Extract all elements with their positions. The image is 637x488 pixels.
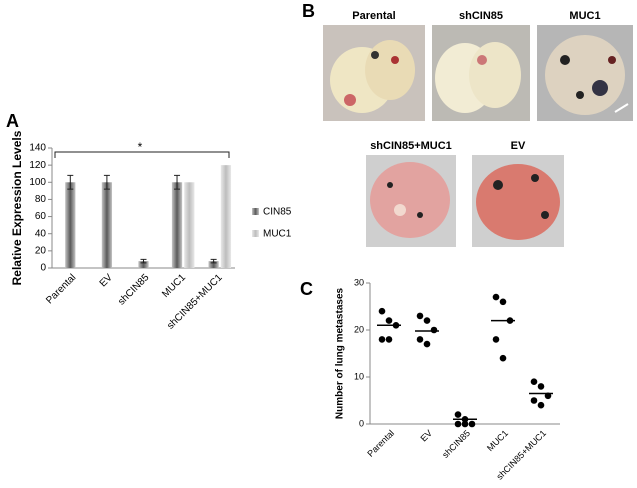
- photos: [323, 25, 633, 247]
- error-bar: [140, 258, 147, 264]
- y-tick-label: 40: [35, 228, 47, 239]
- bar: [220, 165, 232, 268]
- y-tick-label: 120: [29, 160, 46, 171]
- data-point: [492, 336, 500, 343]
- data-point: [530, 397, 538, 404]
- data-point: [499, 354, 507, 362]
- y-tick-label: 0: [40, 263, 46, 274]
- y-tick-label: 100: [29, 177, 46, 188]
- data-point: [416, 312, 424, 320]
- error-bar: [103, 174, 110, 190]
- data-point: [454, 411, 462, 418]
- y-tick-label: 0: [359, 418, 364, 428]
- data-point: [530, 378, 538, 386]
- bar: [138, 261, 149, 268]
- data-point: [468, 420, 476, 428]
- data-point: [499, 298, 507, 306]
- x-tick-label: shCIN85: [440, 428, 472, 460]
- bar: [184, 182, 195, 268]
- y-tick-label: 20: [354, 324, 364, 334]
- photo-caption: EV: [511, 140, 526, 152]
- photo-caption: shCIN85: [459, 10, 503, 22]
- y-tick-label: 10: [354, 371, 364, 381]
- error-bar: [174, 174, 181, 190]
- y-axis-label: Number of lung metastases: [335, 287, 346, 419]
- bar: [101, 182, 113, 268]
- y-axis-label: Relative Expression Levels: [10, 130, 24, 285]
- data-point: [423, 340, 431, 348]
- data-point: [461, 420, 469, 428]
- data-point: [378, 336, 386, 343]
- photo-caption: MUC1: [569, 10, 600, 22]
- data-point: [378, 307, 386, 315]
- legend-label: CIN85: [263, 207, 292, 218]
- data-point: [537, 401, 545, 409]
- bar: [171, 182, 183, 268]
- data-point: [537, 383, 545, 390]
- data-point: [454, 420, 462, 428]
- data-point: [423, 317, 431, 324]
- x-tick-label: Parental: [44, 272, 78, 306]
- y-tick-label: 30: [354, 277, 364, 287]
- x-tick-label: shCIN85: [116, 272, 152, 308]
- data-point: [416, 336, 424, 343]
- x-tick-label: Parental: [365, 428, 396, 459]
- significance-bracket: [54, 151, 230, 158]
- legend-swatch: [252, 208, 259, 215]
- panel-label: A: [6, 111, 19, 131]
- bar: [65, 182, 76, 268]
- photo-caption: Parental: [352, 10, 395, 22]
- x-tick-label: EV: [98, 272, 115, 289]
- x-tick-label: MUC1: [160, 272, 188, 300]
- data-point: [430, 326, 438, 334]
- y-tick-label: 60: [35, 211, 47, 222]
- panel-label: C: [300, 279, 313, 299]
- annotation: *: [138, 140, 143, 154]
- data-point: [385, 317, 393, 324]
- error-bar: [67, 174, 74, 190]
- legend-label: MUC1: [263, 229, 292, 240]
- x-tick-label: EV: [419, 428, 435, 444]
- y-tick-label: 140: [29, 143, 46, 154]
- legend-swatch: [252, 230, 259, 237]
- y-tick-label: 80: [35, 194, 47, 205]
- x-tick-label: MUC1: [485, 428, 510, 453]
- bar: [208, 261, 219, 268]
- data-point: [492, 293, 500, 301]
- error-bar: [210, 258, 217, 264]
- photo-caption: shCIN85+MUC1: [370, 140, 452, 152]
- data-point: [385, 336, 393, 343]
- y-tick-label: 20: [35, 245, 47, 256]
- panel-label: B: [302, 1, 315, 21]
